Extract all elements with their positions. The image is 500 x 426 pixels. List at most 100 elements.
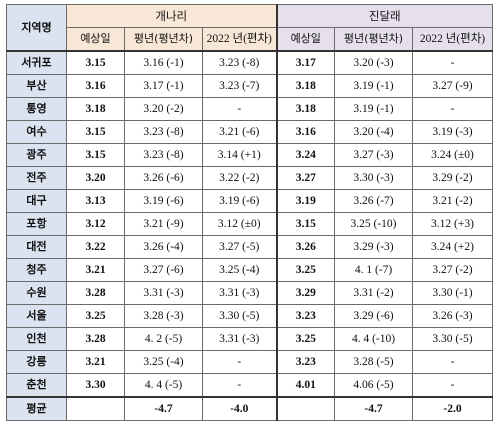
forsythia-2022: 3.30 (-5) — [202, 304, 277, 328]
region-name: 인천 — [6, 327, 67, 351]
forsythia-2022: 3.22 (-2) — [202, 166, 277, 190]
bloom-forecast-table: 지역명 개나리 진달래 예상일 평년(평년차) 2022 년(편차) 예상일 평… — [6, 4, 493, 421]
forsythia-2022: 3.23 (-8) — [202, 50, 277, 75]
bloom-forecast-table-wrapper: 지역명 개나리 진달래 예상일 평년(평년차) 2022 년(편차) 예상일 평… — [6, 4, 493, 421]
table-row: 서울 3.25 3.28 (-3) 3.30 (-5) 3.23 3.29 (-6) 3.2… — [6, 304, 493, 328]
forsythia-forecast: 3.20 — [66, 166, 125, 190]
forsythia-normal: 4. 2 (-5) — [124, 327, 203, 351]
region-name: 강릉 — [6, 350, 67, 374]
forsythia-forecast: 3.18 — [66, 97, 125, 121]
azalea-forecast: 3.24 — [275, 143, 335, 167]
azalea-forecast: 3.17 — [275, 50, 335, 75]
azalea-average-2022: -2.0 — [412, 396, 493, 421]
forsythia-normal: 3.26 (-4) — [124, 235, 203, 259]
subheader-forecast-date: 예상일 — [275, 27, 335, 52]
table-row: 부산 3.16 3.17 (-1) 3.23 (-7) 3.18 3.19 (-1) 3.2… — [6, 74, 493, 98]
azalea-2022: - — [412, 373, 493, 398]
table-row: 수원 3.28 3.31 (-3) 3.31 (-3) 3.29 3.31 (-2) 3.3… — [6, 281, 493, 305]
region-name: 여수 — [6, 120, 67, 144]
average-empty — [66, 396, 125, 421]
azalea-normal: 3.30 (-3) — [334, 166, 413, 190]
table-row: 인천 3.28 4. 2 (-5) 3.31 (-3) 3.25 4. 4 (-10) 3.… — [6, 327, 493, 351]
forsythia-forecast: 3.28 — [66, 281, 125, 305]
forsythia-normal: 3.20 (-2) — [124, 97, 203, 121]
average-label: 평균 — [6, 396, 67, 421]
forsythia-forecast: 3.15 — [66, 50, 125, 75]
table-row: 광주 3.15 3.23 (-8) 3.14 (+1) 3.24 3.27 (-3) 3.2… — [6, 143, 493, 167]
region-name: 통영 — [6, 97, 67, 121]
forsythia-normal: 3.26 (-6) — [124, 166, 203, 190]
table-row: 강릉 3.21 3.25 (-4) -3.23 3.28 (-5) - — [6, 350, 493, 374]
subheader-normal: 평년(평년차) — [124, 27, 203, 52]
azalea-normal: 4. 4 (-10) — [334, 327, 413, 351]
azalea-2022: 3.27 (-2) — [412, 258, 493, 282]
region-name: 수원 — [6, 281, 67, 305]
forsythia-normal: 3.17 (-1) — [124, 74, 203, 98]
subheader-forecast-date: 예상일 — [66, 27, 125, 52]
forsythia-forecast: 3.21 — [66, 258, 125, 282]
azalea-2022: 3.26 (-3) — [412, 304, 493, 328]
azalea-forecast: 3.26 — [275, 235, 335, 259]
forsythia-2022: 3.14 (+1) — [202, 143, 277, 167]
forsythia-normal: 3.31 (-3) — [124, 281, 203, 305]
azalea-normal: 3.25 (-10) — [334, 212, 413, 236]
forsythia-normal: 3.21 (-9) — [124, 212, 203, 236]
forsythia-forecast: 3.12 — [66, 212, 125, 236]
azalea-normal: 3.29 (-6) — [334, 304, 413, 328]
subheader-2022: 2022 년(편차) — [202, 27, 277, 52]
azalea-2022: 3.12 (+3) — [412, 212, 493, 236]
forsythia-normal: 3.25 (-4) — [124, 350, 203, 374]
region-name: 서귀포 — [6, 50, 67, 75]
azalea-2022: - — [412, 50, 493, 75]
azalea-forecast: 3.27 — [275, 166, 335, 190]
table-row: 포항 3.12 3.21 (-9) 3.12 (±0) 3.15 3.25 (-10) 3.… — [6, 212, 493, 236]
subheader-2022: 2022 년(편차) — [412, 27, 493, 52]
azalea-2022: 3.30 (-1) — [412, 281, 493, 305]
azalea-normal: 4.06 (-5) — [334, 373, 413, 398]
forsythia-2022: 3.23 (-7) — [202, 74, 277, 98]
forsythia-2022: 3.12 (±0) — [202, 212, 277, 236]
azalea-2022: 3.24 (±0) — [412, 143, 493, 167]
forsythia-normal: 3.23 (-8) — [124, 120, 203, 144]
table-row: 대전 3.22 3.26 (-4) 3.27 (-5) 3.26 3.29 (-3) 3.2… — [6, 235, 493, 259]
region-name: 대구 — [6, 189, 67, 213]
forsythia-2022: 3.31 (-3) — [202, 281, 277, 305]
azalea-2022: 3.30 (-5) — [412, 327, 493, 351]
azalea-average-normal: -4.7 — [334, 396, 413, 421]
region-name: 전주 — [6, 166, 67, 190]
forsythia-normal: 3.23 (-8) — [124, 143, 203, 167]
azalea-forecast: 3.18 — [275, 97, 335, 121]
region-name: 포항 — [6, 212, 67, 236]
forsythia-2022: 3.21 (-6) — [202, 120, 277, 144]
azalea-forecast: 3.25 — [275, 258, 335, 282]
forsythia-normal: 3.28 (-3) — [124, 304, 203, 328]
azalea-forecast: 3.23 — [275, 304, 335, 328]
forsythia-normal: 4. 4 (-5) — [124, 373, 203, 398]
header-forsythia: 개나리 — [66, 4, 277, 28]
forsythia-average-normal: -4.7 — [124, 396, 203, 421]
forsythia-normal: 3.27 (-6) — [124, 258, 203, 282]
azalea-forecast: 3.23 — [275, 350, 335, 374]
forsythia-forecast: 3.22 — [66, 235, 125, 259]
azalea-normal: 3.19 (-1) — [334, 97, 413, 121]
azalea-forecast: 3.16 — [275, 120, 335, 144]
forsythia-2022: - — [202, 373, 277, 398]
azalea-forecast: 3.15 — [275, 212, 335, 236]
table-row: 춘천 3.30 4. 4 (-5) -4.01 4.06 (-5) - — [6, 373, 493, 398]
forsythia-2022: 3.25 (-4) — [202, 258, 277, 282]
table-row: 청주 3.21 3.27 (-6) 3.25 (-4) 3.25 4. 1 (-7) 3.2… — [6, 258, 493, 282]
azalea-normal: 3.27 (-3) — [334, 143, 413, 167]
forsythia-2022: - — [202, 350, 277, 374]
average-row: 평균 -4.7 -4.0 -4.7 -2.0 — [6, 396, 493, 421]
azalea-normal: 3.20 (-4) — [334, 120, 413, 144]
table-row: 통영 3.18 3.20 (-2) -3.18 3.19 (-1) - — [6, 97, 493, 121]
table-row: 대구 3.13 3.19 (-6) 3.19 (-6) 3.19 3.26 (-7) 3.2… — [6, 189, 493, 213]
azalea-forecast: 4.01 — [275, 373, 335, 398]
azalea-2022: 3.24 (+2) — [412, 235, 493, 259]
forsythia-forecast: 3.25 — [66, 304, 125, 328]
azalea-2022: - — [412, 97, 493, 121]
azalea-2022: 3.19 (-3) — [412, 120, 493, 144]
forsythia-forecast: 3.21 — [66, 350, 125, 374]
forsythia-forecast: 3.15 — [66, 143, 125, 167]
forsythia-normal: 3.19 (-6) — [124, 189, 203, 213]
